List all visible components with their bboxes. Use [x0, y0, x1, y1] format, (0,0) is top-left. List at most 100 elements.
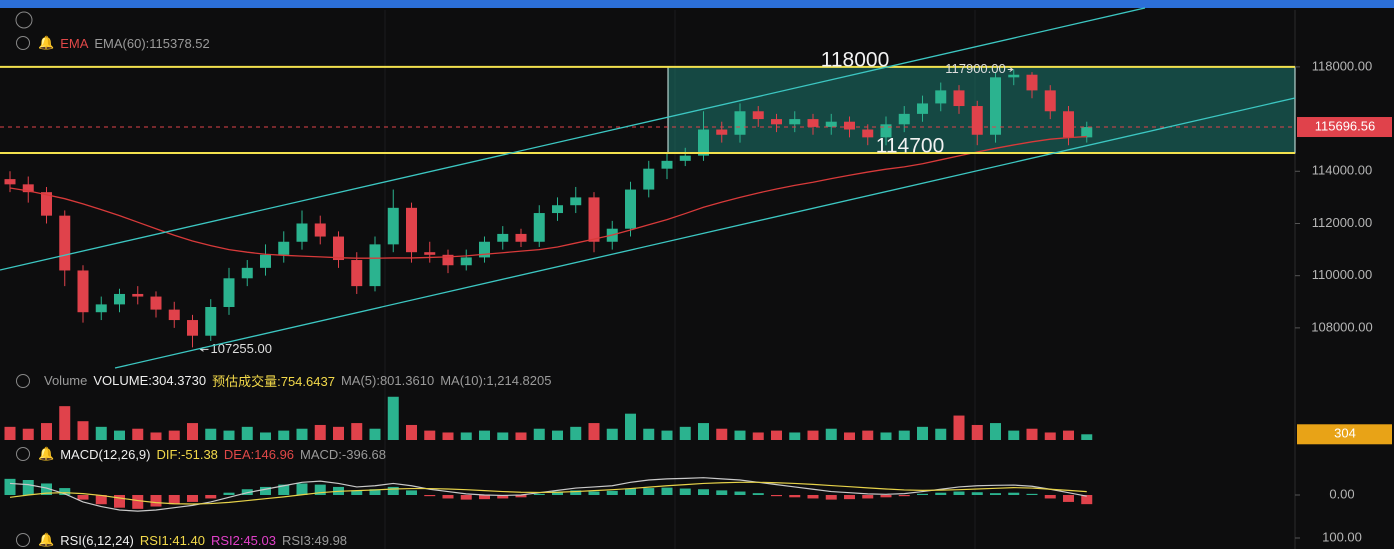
candle-body — [442, 254, 454, 266]
volume-tag-label: 304 — [1334, 426, 1356, 441]
max-arrow — [1007, 67, 1014, 72]
volume-bar — [442, 432, 454, 440]
macd-bar — [479, 495, 490, 500]
macd-bar — [1044, 495, 1056, 499]
volume-bar — [844, 432, 855, 440]
volume-bar — [132, 428, 144, 440]
volume-bar — [333, 426, 344, 440]
legend-item: MA(10):1,214.8205 — [440, 373, 552, 388]
candle-body — [41, 192, 52, 216]
candle-body — [698, 129, 709, 156]
volume-bar — [351, 423, 363, 440]
candle-body — [4, 179, 16, 185]
candle-body — [132, 293, 144, 297]
macd-bar — [205, 495, 217, 499]
macd-bar — [497, 495, 509, 499]
volume-bar — [150, 432, 162, 440]
candle-body — [533, 213, 545, 242]
candle-body — [260, 254, 271, 268]
volume-bar — [460, 432, 472, 440]
legend-item: RSI2:45.03 — [210, 532, 276, 548]
volume-bar — [369, 428, 381, 440]
volume-bar — [1008, 430, 1020, 440]
volume-bar — [387, 396, 399, 440]
legend-rsi: 🔔 RSI(6,12,24) RSI1:41.40 RSI2:45.03 RSI3:49… — [16, 532, 347, 548]
macd-bar — [606, 490, 618, 495]
candle-body — [661, 160, 673, 169]
candle-body — [552, 205, 563, 214]
macd-bar — [296, 483, 308, 495]
candle-body — [862, 129, 874, 138]
y-tick-label: 112000.00 — [1312, 215, 1373, 230]
candle-body — [625, 189, 636, 229]
macd-bar — [698, 489, 709, 495]
macd-bar — [716, 490, 728, 495]
candle-body — [387, 207, 399, 245]
candle-body — [971, 106, 983, 135]
volume-bar — [95, 426, 107, 440]
macd-bar — [971, 492, 983, 495]
macd-bar — [880, 495, 892, 498]
volume-bar — [278, 430, 290, 440]
candle-body — [460, 257, 472, 266]
macd-bar — [314, 484, 326, 495]
ema-line — [9, 135, 1087, 259]
candle-body — [990, 77, 1001, 135]
candle-body — [570, 197, 582, 206]
volume-bar — [862, 430, 874, 440]
legend-item: Volume — [44, 373, 88, 388]
macd-bar — [789, 495, 801, 498]
candle-body — [935, 90, 947, 104]
volume-bar — [1026, 428, 1038, 440]
macd-bar — [460, 495, 472, 500]
volume-bar — [807, 430, 819, 440]
y-tick-label: 108000.00 — [1311, 319, 1372, 334]
level-label: 118000 — [821, 48, 890, 71]
macd-bar — [844, 495, 855, 500]
candle-body — [844, 121, 855, 130]
macd-bar — [22, 480, 34, 495]
volume-bar — [114, 430, 125, 440]
legend-item: MACD:-396.68 — [300, 446, 387, 462]
y-tick-label: 114000.00 — [1312, 163, 1373, 178]
candle-body — [734, 111, 746, 135]
legend-price: 🔔 EMA EMA(60):115378.52 — [16, 35, 210, 51]
volume-bar — [406, 424, 417, 440]
volume-bar — [971, 424, 983, 440]
volume-bar — [314, 424, 326, 440]
candle-body — [95, 304, 107, 313]
y-tick-label: 118000.00 — [1312, 58, 1373, 73]
channel-lower — [114, 97, 1296, 369]
volume-bar — [1063, 430, 1074, 440]
volume-bar — [479, 430, 490, 440]
macd-bar — [187, 495, 198, 502]
macd-bar — [661, 487, 673, 495]
candle-body — [278, 241, 290, 255]
candle-body — [1026, 74, 1038, 91]
candle-body — [168, 309, 180, 321]
expand-icon[interactable] — [15, 11, 33, 29]
volume-bar — [752, 432, 764, 440]
macd-bar — [588, 491, 600, 495]
volume-tag — [1297, 424, 1392, 445]
volume-bar — [661, 430, 673, 440]
candle-body — [369, 244, 381, 287]
legend-item: MACD(12,26,9) — [60, 446, 151, 462]
volume-bar — [990, 423, 1001, 440]
macd-bar — [625, 488, 636, 495]
volume-bar — [789, 432, 801, 440]
volume-bar — [59, 406, 71, 440]
volume-bar — [734, 430, 746, 440]
legend-item: RSI1:41.40 — [139, 532, 205, 548]
macd-bar — [515, 495, 527, 498]
legend-item: DEA:146.96 — [223, 446, 295, 462]
level-label: 114700 — [876, 135, 945, 158]
candle-body — [497, 233, 509, 242]
max-marker: 117900.00 — [945, 61, 1006, 76]
volume-bar — [898, 430, 910, 440]
candle-body — [1008, 74, 1020, 78]
macd-bar — [917, 493, 928, 495]
macd-bar — [424, 495, 436, 497]
y-tick-label: 0.00 — [1329, 486, 1354, 501]
